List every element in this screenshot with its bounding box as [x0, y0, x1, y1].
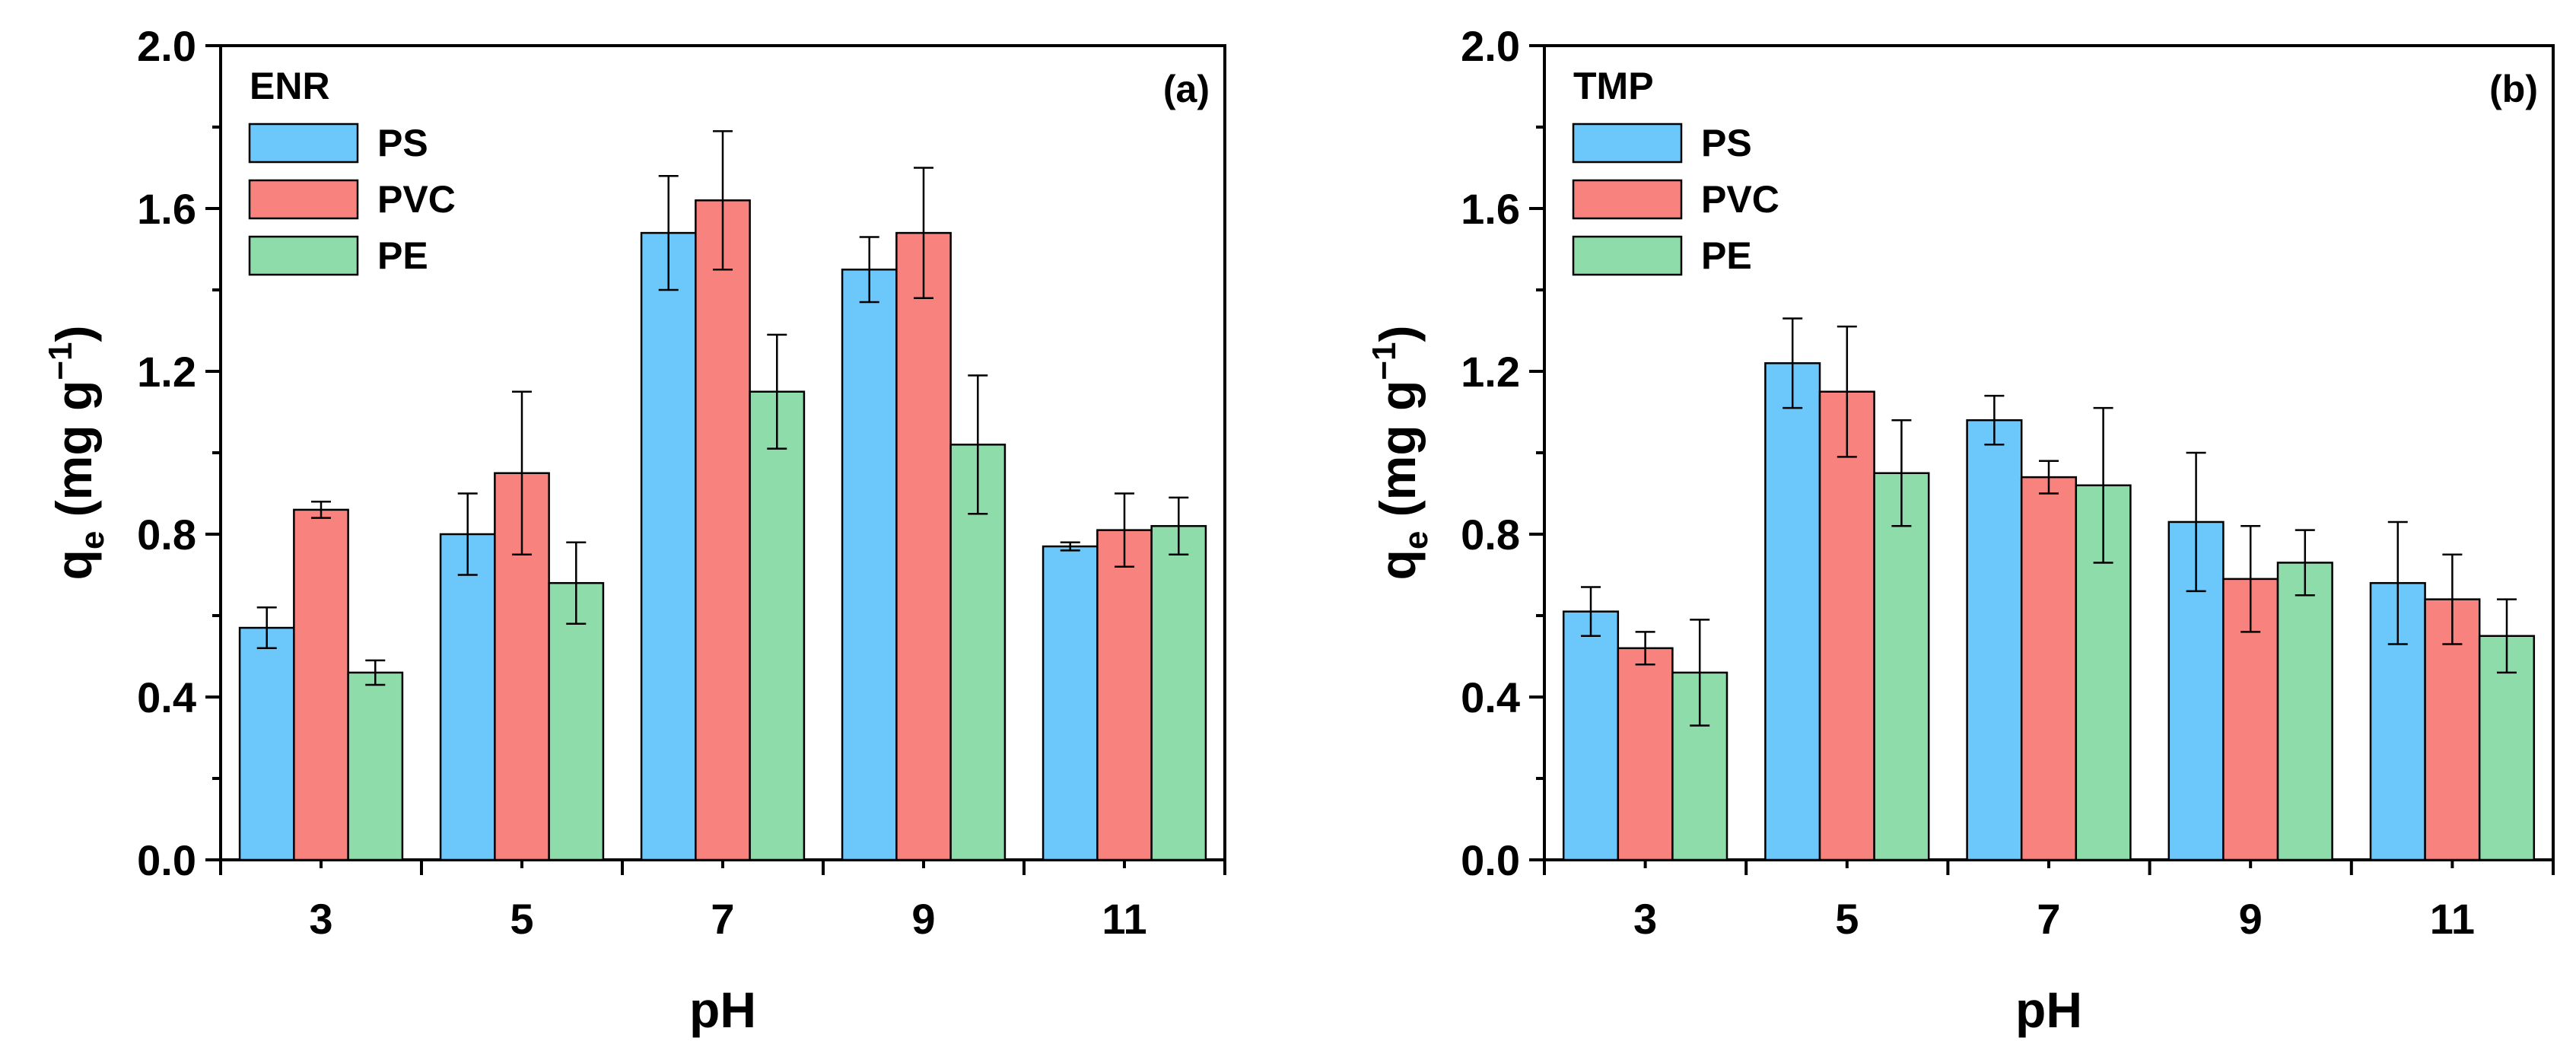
bar-ps: [640, 231, 697, 861]
legend-swatch-ps: [1572, 123, 1683, 164]
legend-label-pvc: PVC: [377, 178, 456, 221]
x-tick-label: 9: [2239, 895, 2263, 943]
bar-ps: [238, 626, 295, 861]
y-tick-label: 1.6: [137, 185, 196, 233]
y-axis-label-q: q: [1369, 549, 1426, 580]
bar-pe: [2276, 562, 2333, 861]
x-tick-label: 7: [2037, 895, 2060, 943]
bar-pe: [1150, 525, 1207, 861]
y-axis-label-q: q: [46, 549, 102, 580]
bar-ps: [439, 533, 496, 861]
legend-swatch-ps: [248, 123, 359, 164]
y-tick-label: 0.0: [137, 836, 196, 884]
bar-ps: [1764, 362, 1821, 861]
legend-label-pe: PE: [1701, 234, 1752, 277]
bar-pe: [347, 671, 404, 861]
y-axis-label-subscript: e: [74, 531, 111, 549]
x-tick-label: 5: [1835, 895, 1859, 943]
legend-label-pe: PE: [377, 234, 428, 277]
y-tick-label: 1.2: [1461, 348, 1520, 396]
bar-pvc: [1617, 647, 1674, 861]
y-axis-label-superscript: −1: [42, 342, 79, 380]
legend-swatch-pvc: [248, 179, 359, 220]
y-axis-label: qe (mg g−1): [1366, 326, 1435, 581]
y-tick-label: 0.0: [1461, 836, 1520, 884]
y-axis-label-unit: (mg g: [46, 380, 102, 531]
chart-panel-b: 0.0 0.4 0.8 1.2 1.6 2.0 3 5 7 9 11 pH qe (mg g−1) (b)…: [1366, 22, 2555, 1038]
legend-label-ps: PS: [1701, 122, 1752, 164]
bar-ps: [1966, 419, 2023, 861]
bar-ps: [841, 269, 898, 861]
y-tick-label: 0.4: [1461, 673, 1520, 721]
y-axis-label: qe (mg g−1): [42, 326, 111, 581]
bar-pe: [1873, 472, 1930, 861]
bar-pvc: [2020, 476, 2078, 861]
y-axis-label-superscript: −1: [1366, 342, 1403, 380]
x-tick-label: 3: [309, 895, 332, 943]
bar-pvc: [1818, 390, 1875, 861]
y-tick-label: 2.0: [1461, 22, 1520, 70]
bar-pe: [749, 390, 806, 861]
legend-title: ENR: [250, 65, 330, 107]
bar-ps: [1562, 610, 1620, 861]
legend-swatch-pvc: [1572, 179, 1683, 220]
y-axis-label-subscript: e: [1398, 531, 1435, 549]
bar-pvc: [293, 508, 349, 861]
panel-label: (a): [1163, 68, 1210, 110]
legend-label-ps: PS: [377, 122, 428, 164]
bar-pvc: [895, 231, 952, 861]
y-axis-label-close: ): [46, 326, 102, 342]
y-tick-label: 0.4: [137, 673, 196, 721]
legend-label-pvc: PVC: [1701, 178, 1779, 221]
y-axis-label-unit: (mg g: [1369, 380, 1426, 531]
panel-label: (b): [2489, 68, 2538, 110]
y-tick-label: 0.8: [137, 511, 196, 559]
x-tick-label: 7: [711, 895, 734, 943]
y-axis-label-close: ): [1369, 326, 1426, 342]
y-tick-label: 2.0: [137, 22, 196, 70]
x-tick-label: 11: [2430, 895, 2475, 943]
x-tick-label: 3: [1633, 895, 1657, 943]
x-tick-label: 9: [911, 895, 935, 943]
y-tick-label: 0.8: [1461, 511, 1520, 559]
x-axis-label: pH: [2015, 982, 2082, 1038]
legend-swatch-pe: [1572, 235, 1683, 276]
legend-title: TMP: [1573, 65, 1654, 107]
legend-swatch-pe: [248, 235, 359, 276]
bar-pvc: [695, 199, 751, 861]
y-tick-label: 1.6: [1461, 185, 1520, 233]
bar-ps: [1042, 545, 1099, 861]
y-tick-label: 1.2: [137, 348, 196, 396]
x-tick-label: 11: [1102, 895, 1146, 943]
bar-pvc: [1096, 529, 1153, 861]
bar-pe: [548, 581, 605, 861]
chart-panel-a: 0.0 0.4 0.8 1.2 1.6 2.0 3 5 7 9 11 pH qe (mg g−1) (a)…: [42, 22, 1226, 1038]
x-axis-label: pH: [689, 982, 756, 1038]
x-tick-label: 5: [510, 895, 533, 943]
